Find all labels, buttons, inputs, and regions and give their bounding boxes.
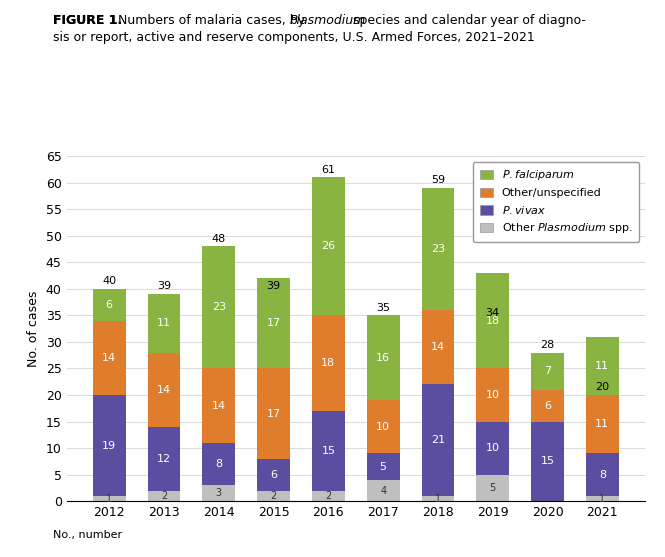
Text: 20: 20 — [595, 383, 609, 392]
Text: 7: 7 — [544, 366, 551, 376]
Bar — [257, 491, 290, 501]
Text: 6: 6 — [106, 300, 113, 310]
Bar — [422, 496, 454, 501]
Text: 8: 8 — [598, 470, 606, 480]
Y-axis label: No. of cases: No. of cases — [27, 290, 40, 367]
Bar — [476, 369, 509, 422]
Bar — [586, 496, 618, 501]
Bar — [531, 422, 564, 501]
Text: 11: 11 — [157, 318, 171, 328]
Bar — [476, 273, 509, 369]
Bar — [422, 384, 454, 496]
Text: Numbers of malaria cases, by: Numbers of malaria cases, by — [0, 556, 1, 557]
Bar — [312, 491, 345, 501]
Bar — [586, 453, 618, 496]
Bar — [586, 395, 618, 453]
Legend: $\it{P. falciparum}$, Other/unspecified, $\it{P. vivax}$, Other $\it{Plasmodium}: $\it{P. falciparum}$, Other/unspecified,… — [473, 162, 640, 242]
Bar — [257, 278, 290, 369]
Text: 10: 10 — [485, 443, 499, 453]
Text: 12: 12 — [157, 454, 171, 464]
Text: 6: 6 — [544, 400, 551, 411]
Text: 21: 21 — [431, 435, 445, 445]
Bar — [93, 289, 126, 321]
Text: 17: 17 — [267, 318, 281, 328]
Bar — [257, 369, 290, 459]
Text: 2: 2 — [161, 491, 167, 501]
Bar — [148, 294, 180, 353]
Text: 10: 10 — [376, 422, 390, 432]
Text: 3: 3 — [215, 488, 222, 499]
Text: 35: 35 — [376, 302, 390, 312]
Bar — [586, 336, 618, 395]
Text: 1: 1 — [435, 494, 441, 504]
Bar — [531, 353, 564, 390]
Text: Numbers of malaria cases, by: Numbers of malaria cases, by — [114, 14, 309, 27]
Bar — [93, 496, 126, 501]
Text: 8: 8 — [215, 459, 222, 469]
Bar — [202, 246, 235, 369]
Text: 34: 34 — [485, 308, 500, 318]
Text: FIGURE 1.: FIGURE 1. — [0, 556, 1, 557]
Bar — [476, 475, 509, 501]
Bar — [366, 453, 400, 480]
Bar — [422, 310, 454, 384]
Text: sis or report, active and reserve components, U.S. Armed Forces, 2021–2021: sis or report, active and reserve compon… — [53, 31, 535, 43]
Text: 39: 39 — [267, 281, 281, 291]
Text: 14: 14 — [157, 385, 171, 395]
Text: 5: 5 — [380, 462, 386, 472]
Text: 2: 2 — [325, 491, 332, 501]
Bar — [312, 411, 345, 491]
Bar — [148, 491, 180, 501]
Text: 1: 1 — [599, 494, 605, 504]
Bar — [148, 353, 180, 427]
Text: 18: 18 — [321, 358, 335, 368]
Bar — [312, 315, 345, 411]
Bar — [422, 188, 454, 310]
Text: 4: 4 — [380, 486, 386, 496]
Bar — [257, 459, 290, 491]
Text: 14: 14 — [102, 353, 116, 363]
Text: FIGURE 1.: FIGURE 1. — [53, 14, 122, 27]
Bar — [202, 443, 235, 485]
Text: 61: 61 — [321, 164, 335, 174]
Text: 23: 23 — [211, 302, 226, 312]
Bar — [366, 480, 400, 501]
Text: 59: 59 — [431, 175, 445, 185]
Bar — [202, 485, 235, 501]
Text: 10: 10 — [485, 390, 499, 400]
Bar — [366, 400, 400, 453]
Text: 11: 11 — [595, 419, 609, 429]
Text: 16: 16 — [376, 353, 390, 363]
Bar — [476, 422, 509, 475]
Text: 6: 6 — [270, 470, 277, 480]
Bar — [93, 395, 126, 496]
Text: 5: 5 — [489, 483, 496, 493]
Bar — [366, 315, 400, 400]
Text: 40: 40 — [102, 276, 116, 286]
Text: 23: 23 — [431, 244, 445, 254]
Text: 14: 14 — [431, 342, 445, 352]
Text: 18: 18 — [485, 316, 500, 326]
Text: 39: 39 — [157, 281, 171, 291]
Text: 1: 1 — [106, 494, 112, 504]
Bar — [93, 321, 126, 395]
Text: 26: 26 — [321, 241, 335, 251]
Text: species and calendar year of diagno-: species and calendar year of diagno- — [349, 14, 586, 27]
Text: 11: 11 — [595, 361, 609, 371]
Text: 19: 19 — [102, 441, 116, 451]
Text: No., number: No., number — [53, 530, 122, 540]
Bar — [202, 369, 235, 443]
Text: 14: 14 — [211, 400, 226, 411]
Text: 48: 48 — [211, 233, 226, 243]
Text: Plasmodium: Plasmodium — [289, 14, 366, 27]
Text: FIGURE 1.: FIGURE 1. — [53, 14, 122, 27]
Bar — [312, 177, 345, 315]
Text: 15: 15 — [541, 456, 555, 466]
Text: 17: 17 — [267, 409, 281, 419]
Text: 15: 15 — [321, 446, 335, 456]
Bar — [531, 390, 564, 422]
Bar — [148, 427, 180, 491]
Text: 28: 28 — [541, 340, 555, 350]
Text: 2: 2 — [271, 491, 277, 501]
